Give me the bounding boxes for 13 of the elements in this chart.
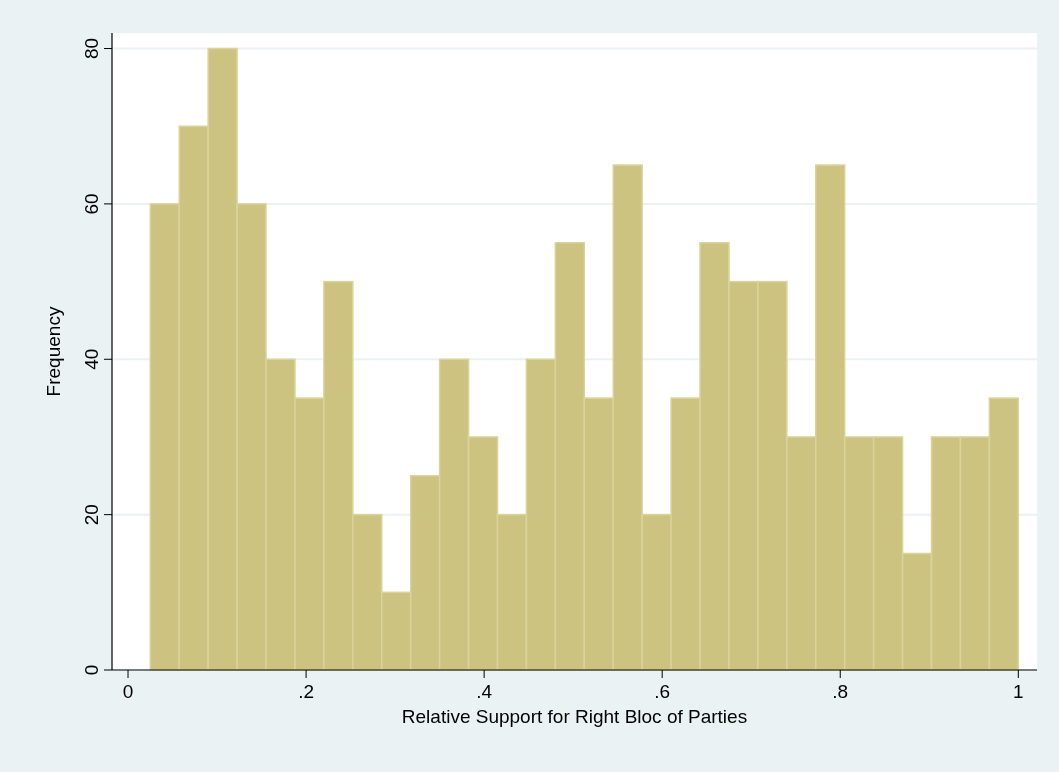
x-tick-label: 0 [122, 681, 134, 702]
x-tick-label: .2 [298, 681, 315, 702]
y-tick-label: 80 [81, 37, 102, 60]
y-tick-label: 20 [81, 504, 102, 526]
y-axis-title: Frequency [43, 306, 64, 397]
x-axis-title: Relative Support for Right Bloc of Parties [401, 706, 748, 727]
y-tick-label: 60 [81, 193, 102, 215]
y-tick-label: 40 [81, 348, 102, 370]
x-tick-label: 1 [1013, 681, 1024, 702]
x-tick-label: .4 [476, 681, 493, 702]
y-tick-label: 0 [81, 664, 102, 676]
x-tick-label: .6 [654, 681, 671, 702]
x-tick-label: .8 [832, 681, 849, 702]
